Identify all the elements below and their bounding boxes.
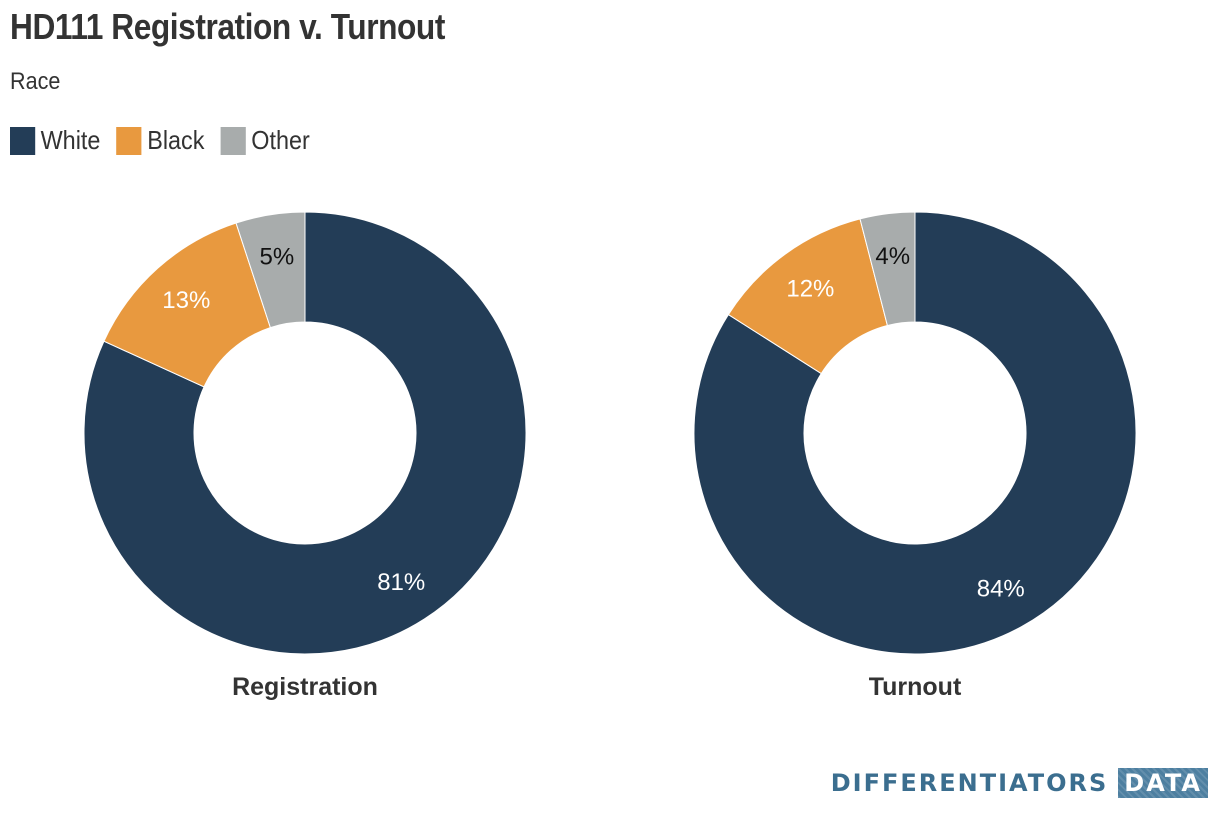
brand-data-box: DATA [1118, 768, 1208, 798]
legend-label-black: Black [147, 125, 205, 155]
legend-item-white: White [10, 125, 100, 156]
data-label-turnout-black: 12% [786, 275, 834, 302]
chart-subtitle: Race [10, 68, 61, 95]
donut-turnout: 84% 12% 4% Turnout [693, 211, 1137, 701]
donut-registration: 81% 13% 5% Registration [83, 211, 527, 701]
slice-turnout-other [859, 211, 916, 327]
pie-title-turnout: Turnout [869, 673, 962, 701]
slice-registration-other [235, 211, 306, 329]
data-label-registration-black: 13% [162, 287, 210, 314]
data-label-registration-white: 81% [377, 569, 425, 596]
legend-swatch-other [220, 126, 246, 155]
slice-turnout-white [693, 211, 1137, 655]
pie-title-registration: Registration [232, 673, 378, 701]
legend-item-black: Black [116, 125, 205, 156]
chart-title: HD111 Registration v. Turnout [10, 6, 445, 47]
brand-logo: DIFFERENTIATORS DATA [831, 768, 1208, 798]
legend-swatch-white [10, 126, 36, 155]
legend-label-white: White [40, 125, 101, 155]
legend: White Black Other [10, 125, 326, 156]
legend-item-other: Other [220, 125, 310, 156]
brand-wordmark: DIFFERENTIATORS [830, 769, 1109, 797]
slice-registration-white [83, 211, 527, 655]
data-label-turnout-white: 84% [977, 575, 1025, 602]
legend-swatch-black [116, 126, 142, 155]
legend-label-other: Other [251, 125, 310, 155]
data-label-turnout-other: 4% [875, 243, 910, 270]
data-label-registration-other: 5% [260, 244, 295, 271]
